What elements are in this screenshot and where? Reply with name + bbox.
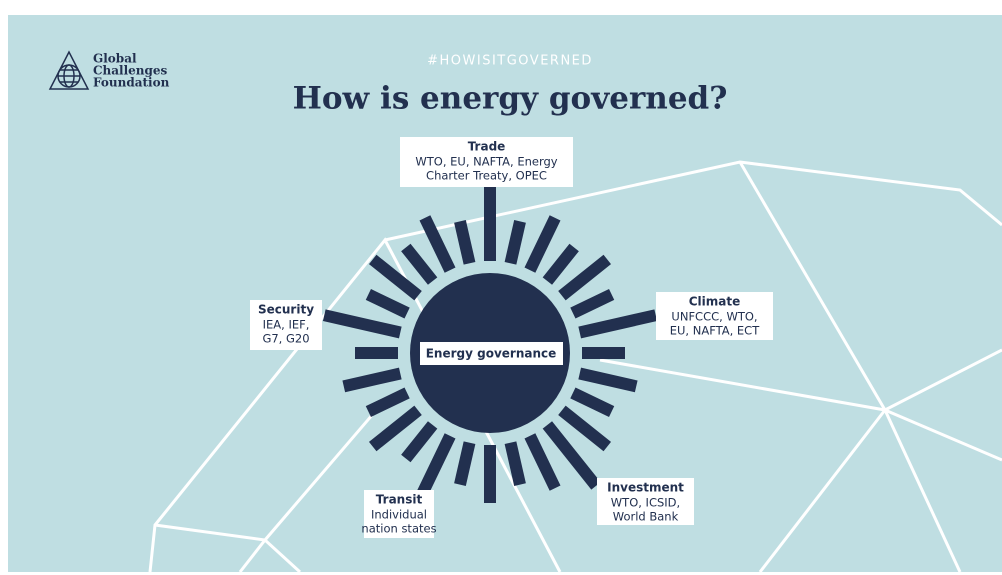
node-title: Trade xyxy=(468,140,506,154)
hashtag: #HOWISITGOVERNED xyxy=(427,54,593,69)
node-line: World Bank xyxy=(613,510,679,524)
node-title: Transit xyxy=(376,493,423,507)
node-line: WTO, ICSID, xyxy=(611,496,680,510)
node-line: Individual xyxy=(371,508,427,522)
node-title: Investment xyxy=(607,481,684,495)
logo-line: Foundation xyxy=(93,76,170,90)
node-line: IEA, IEF, xyxy=(263,318,310,332)
node-line: EU, NAFTA, ECT xyxy=(670,324,760,338)
node-line: WTO, EU, NAFTA, Energy xyxy=(415,155,557,169)
node-line: UNFCCC, WTO, xyxy=(671,310,757,324)
node-line: G7, G20 xyxy=(262,332,309,346)
infographic: GlobalChallengesFoundation #HOWISITGOVER… xyxy=(0,0,1002,575)
node-line: Charter Treaty, OPEC xyxy=(426,169,547,183)
node-title: Security xyxy=(258,303,314,317)
node-line: nation states xyxy=(361,522,436,536)
title: How is energy governed? xyxy=(293,81,728,117)
center-label: Energy governance xyxy=(426,347,557,361)
page: GlobalChallengesFoundation #HOWISITGOVER… xyxy=(0,0,1002,575)
node-title: Climate xyxy=(689,295,741,309)
